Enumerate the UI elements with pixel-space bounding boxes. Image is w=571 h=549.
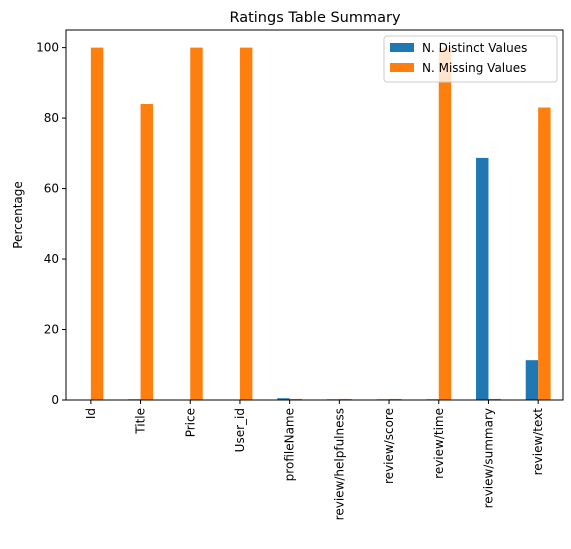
y-tick-label-5: 100: [36, 41, 59, 55]
y-axis-label: Percentage: [11, 181, 25, 249]
bar-missing-2: [190, 47, 203, 401]
y-tick-label-4: 80: [44, 111, 59, 125]
x-tick-label-5: review/helpfulness: [332, 408, 346, 520]
chart-title: Ratings Table Summary: [229, 10, 401, 26]
bar-missing-1: [140, 104, 153, 400]
bar-distinct-4: [277, 398, 290, 400]
y-tick-label-0: 0: [51, 393, 59, 407]
bar-missing-9: [538, 107, 551, 401]
legend-label-0: N. Distinct Values: [422, 41, 527, 55]
bar-missing-0: [90, 47, 104, 401]
x-tick-label-8: review/summary: [481, 408, 495, 508]
x-tick-label-3: User_id: [233, 408, 247, 452]
bar-missing-3: [239, 47, 253, 401]
bar-distinct-9: [525, 360, 539, 400]
legend-frame: [383, 35, 558, 83]
legend: N. Distinct Values N. Missing Values: [383, 35, 558, 83]
legend-swatch-0: [390, 43, 414, 52]
legend-swatch-1: [390, 63, 414, 72]
x-tick-label-9: review/text: [531, 408, 545, 476]
y-tick-label-1: 20: [44, 323, 59, 337]
x-tick-label-4: profileName: [283, 408, 297, 481]
x-tick-label-1: Title: [134, 408, 148, 435]
x-tick-label-0: Id: [84, 408, 98, 419]
legend-label-1: N. Missing Values: [422, 61, 526, 75]
x-tick-label-2: Price: [183, 408, 197, 437]
bar-distinct-8: [476, 157, 489, 400]
bar-missing-8: [488, 398, 501, 400]
y-tick-label-2: 40: [44, 252, 59, 266]
bar-missing-4: [289, 398, 303, 400]
bar-missing-5: [339, 398, 352, 400]
bars-group: [90, 47, 551, 401]
x-axis: Id Title Price User_id profileName review/hel…: [84, 400, 545, 520]
plot-frame: [65, 29, 564, 401]
y-axis: 0 20 40 60 80 100: [36, 41, 66, 407]
x-tick-label-7: review/time: [432, 408, 446, 479]
x-tick-label-6: review/score: [382, 408, 396, 484]
bar-missing-6: [389, 398, 402, 400]
y-tick-label-3: 60: [44, 182, 59, 196]
bar-missing-7: [438, 47, 452, 401]
